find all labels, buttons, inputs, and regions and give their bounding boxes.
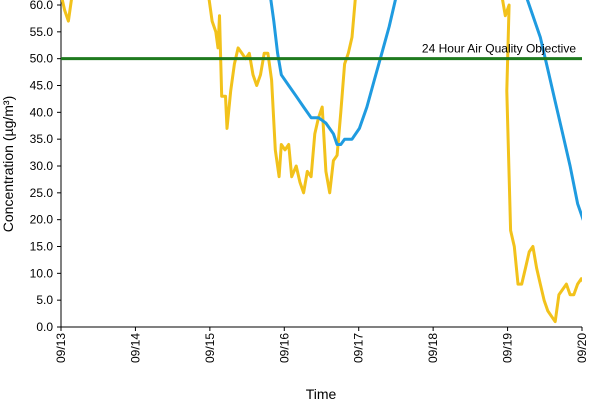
y-tick-label: 55.0 <box>30 25 54 39</box>
y-tick-label: 60.0 <box>30 0 54 12</box>
y-tick-label: 50.0 <box>30 52 54 66</box>
x-tick-label: 09/14 <box>128 333 142 363</box>
x-tick-label: 09/17 <box>352 333 366 363</box>
y-tick-label: 40.0 <box>30 105 54 119</box>
x-tick-label: 09/15 <box>203 333 217 363</box>
x-tick-label: 09/13 <box>54 333 68 363</box>
x-tick-label: 09/19 <box>501 333 515 363</box>
y-axis-ticks: 0.0 5.0 10.0 15.0 20.0 25.0 30.0 35.0 40.0 45.0 50… <box>30 0 61 334</box>
y-tick-label: 0.0 <box>36 320 53 334</box>
reference-line-label: 24 Hour Air Quality Objective <box>422 42 576 56</box>
y-tick-label: 25.0 <box>30 186 54 200</box>
x-axis-ticks: 09/13 09/14 09/15 09/16 09/17 09/18 09/19 09/20 <box>54 327 589 363</box>
y-tick-label: 45.0 <box>30 79 54 93</box>
y-tick-label: 5.0 <box>36 293 53 307</box>
series-line-1 <box>61 0 582 324</box>
y-tick-label: 35.0 <box>30 132 54 146</box>
y-tick-label: 10.0 <box>30 266 54 280</box>
y-tick-label: 15.0 <box>30 240 54 254</box>
x-axis-title: Time <box>306 386 337 400</box>
x-tick-label: 09/16 <box>277 333 291 363</box>
x-tick-label: 09/18 <box>426 333 440 363</box>
series-line-2 <box>269 0 582 221</box>
y-tick-label: 20.0 <box>30 213 54 227</box>
x-tick-label: 09/20 <box>575 333 589 363</box>
series-layer <box>61 0 582 324</box>
plot-area: 0.0 5.0 10.0 15.0 20.0 25.0 30.0 35.0 40.0 45.0 50… <box>30 0 589 363</box>
y-axis-title: Concentration (µg/m³) <box>0 96 16 232</box>
y-tick-label: 30.0 <box>30 159 54 173</box>
